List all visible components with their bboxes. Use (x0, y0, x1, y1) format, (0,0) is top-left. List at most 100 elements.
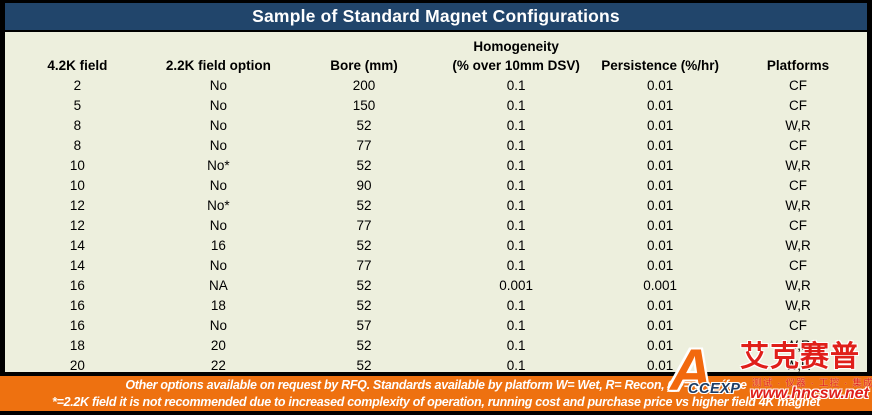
table-cell: 0.1 (506, 157, 526, 173)
table-cell: No (209, 137, 227, 153)
table-cell: 57 (356, 317, 372, 333)
table-cell: 22 (210, 357, 226, 373)
column-header-field: 4.2K field (47, 58, 108, 73)
table-cell: 0.01 (646, 137, 674, 153)
table-row: 16 No 57 0.1 0.01 CF (5, 315, 867, 335)
table-cell: 8 (73, 117, 82, 133)
table-cell: 0.1 (506, 197, 526, 213)
table-cell: 14 (69, 237, 85, 253)
table-cell: 16 (69, 277, 85, 293)
table-row: 12 No* 52 0.1 0.01 W,R (5, 195, 867, 215)
table-cell: 52 (356, 277, 372, 293)
table-cell: W,R (785, 117, 811, 133)
table-cell: 150 (352, 97, 376, 113)
table-row: 10 No 90 0.1 0.01 CF (5, 175, 867, 195)
table-cell: CF (789, 217, 808, 233)
table-cell: 18 (69, 337, 85, 353)
table-row: 18 20 52 0.1 0.01 W,R (5, 335, 867, 355)
table-cell: 52 (356, 337, 372, 353)
table-row: 16 NA 52 0.001 0.001 W,R (5, 275, 867, 295)
table-cell: No (209, 257, 227, 273)
table-cell: No (209, 117, 227, 133)
column-header-bore: Bore (mm) (330, 58, 398, 73)
table-cell: CF (789, 77, 808, 93)
table-cell: 12 (69, 197, 85, 213)
table-cell: 0.1 (506, 77, 526, 93)
table-cell: W,R (785, 337, 811, 353)
table-row: 2 No 200 0.1 0.01 CF (5, 75, 867, 95)
table-cell: 14 (69, 257, 85, 273)
table-header-row: 4.2K field 2.2K field option Bore (mm) (… (5, 56, 867, 75)
table-row: 12 No 77 0.1 0.01 CF (5, 215, 867, 235)
table-cell: 0.01 (646, 357, 674, 373)
table-body: 2 No 200 0.1 0.01 CF 5 No 150 0.1 0.01 CF 8 No 52 0.1 0.… (5, 75, 867, 373)
table-cell: W,R (785, 197, 811, 213)
table-cell: No (209, 77, 227, 93)
table-cell: 10 (69, 177, 85, 193)
table-cell: 0.01 (646, 77, 674, 93)
table-cell: 0.01 (646, 117, 674, 133)
header-spacer (5, 37, 150, 56)
table-cell: CF (789, 177, 808, 193)
table-row: 16 18 52 0.1 0.01 W,R (5, 295, 867, 315)
column-header-homogeneity-group: Homogeneity (473, 39, 559, 54)
table-cell: 12 (69, 217, 85, 233)
table-cell: 10 (69, 157, 85, 173)
table-cell: 0.1 (506, 237, 526, 253)
table-cell: 200 (352, 77, 376, 93)
table-cell: 5 (73, 97, 82, 113)
footer-note-2: *=2.2K field it is not recommended due t… (52, 394, 820, 409)
table-cell: 0.1 (506, 337, 526, 353)
table-cell: W,R (785, 297, 811, 313)
table-cell: 8 (73, 137, 82, 153)
table-cell: No* (207, 157, 230, 173)
table-cell: 16 (210, 237, 226, 253)
table-cell: No (209, 317, 227, 333)
table-cell: 77 (356, 137, 372, 153)
table-cell: 0.1 (506, 217, 526, 233)
table-header: Homogeneity 4.2K field 2.2K field option… (5, 37, 867, 75)
table-cell: W,R (785, 357, 811, 373)
table-cell: 18 (210, 297, 226, 313)
table-row: 10 No* 52 0.1 0.01 W,R (5, 155, 867, 175)
table-cell: 52 (356, 197, 372, 213)
table-row: 14 No 77 0.1 0.01 CF (5, 255, 867, 275)
table-cell: CF (789, 317, 808, 333)
table-cell: 0.01 (646, 337, 674, 353)
table-cell: 0.1 (506, 137, 526, 153)
table-row: 8 No 77 0.1 0.01 CF (5, 135, 867, 155)
table-header-group-row: Homogeneity (5, 37, 867, 56)
table-cell: CF (789, 257, 808, 273)
table-cell: 0.01 (646, 217, 674, 233)
table-cell: 0.01 (646, 177, 674, 193)
table-cell: W,R (785, 277, 811, 293)
table-cell: 52 (356, 357, 372, 373)
column-header-homogeneity: (% over 10mm DSV) (452, 58, 580, 73)
table-cell: 77 (356, 217, 372, 233)
table-cell: 0.01 (646, 157, 674, 173)
header-spacer (591, 37, 729, 56)
table-cell: CF (789, 97, 808, 113)
table-cell: 0.01 (646, 197, 674, 213)
table-cell: 0.1 (506, 317, 526, 333)
footer-note-1: Other options available on request by RF… (125, 378, 747, 392)
table-cell: 0.01 (646, 97, 674, 113)
table-row: 8 No 52 0.1 0.01 W,R (5, 115, 867, 135)
table-cell: 0.01 (646, 297, 674, 313)
table-cell: 0.1 (506, 177, 526, 193)
footer-notes: Other options available on request by RF… (0, 376, 872, 411)
column-header-persistence: Persistence (%/hr) (601, 58, 719, 73)
table-cell: 0.1 (506, 257, 526, 273)
table-cell: CF (789, 137, 808, 153)
table-cell: 0.1 (506, 357, 526, 373)
table-cell: 0.01 (646, 237, 674, 253)
table-cell: 0.01 (646, 257, 674, 273)
table-cell: 0.1 (506, 297, 526, 313)
table-cell: 20 (210, 337, 226, 353)
page-title: Sample of Standard Magnet Configurations (5, 3, 867, 30)
table-row: 14 16 52 0.1 0.01 W,R (5, 235, 867, 255)
table-cell: W,R (785, 237, 811, 253)
table-cell: No (209, 177, 227, 193)
table-cell: 2 (73, 77, 82, 93)
